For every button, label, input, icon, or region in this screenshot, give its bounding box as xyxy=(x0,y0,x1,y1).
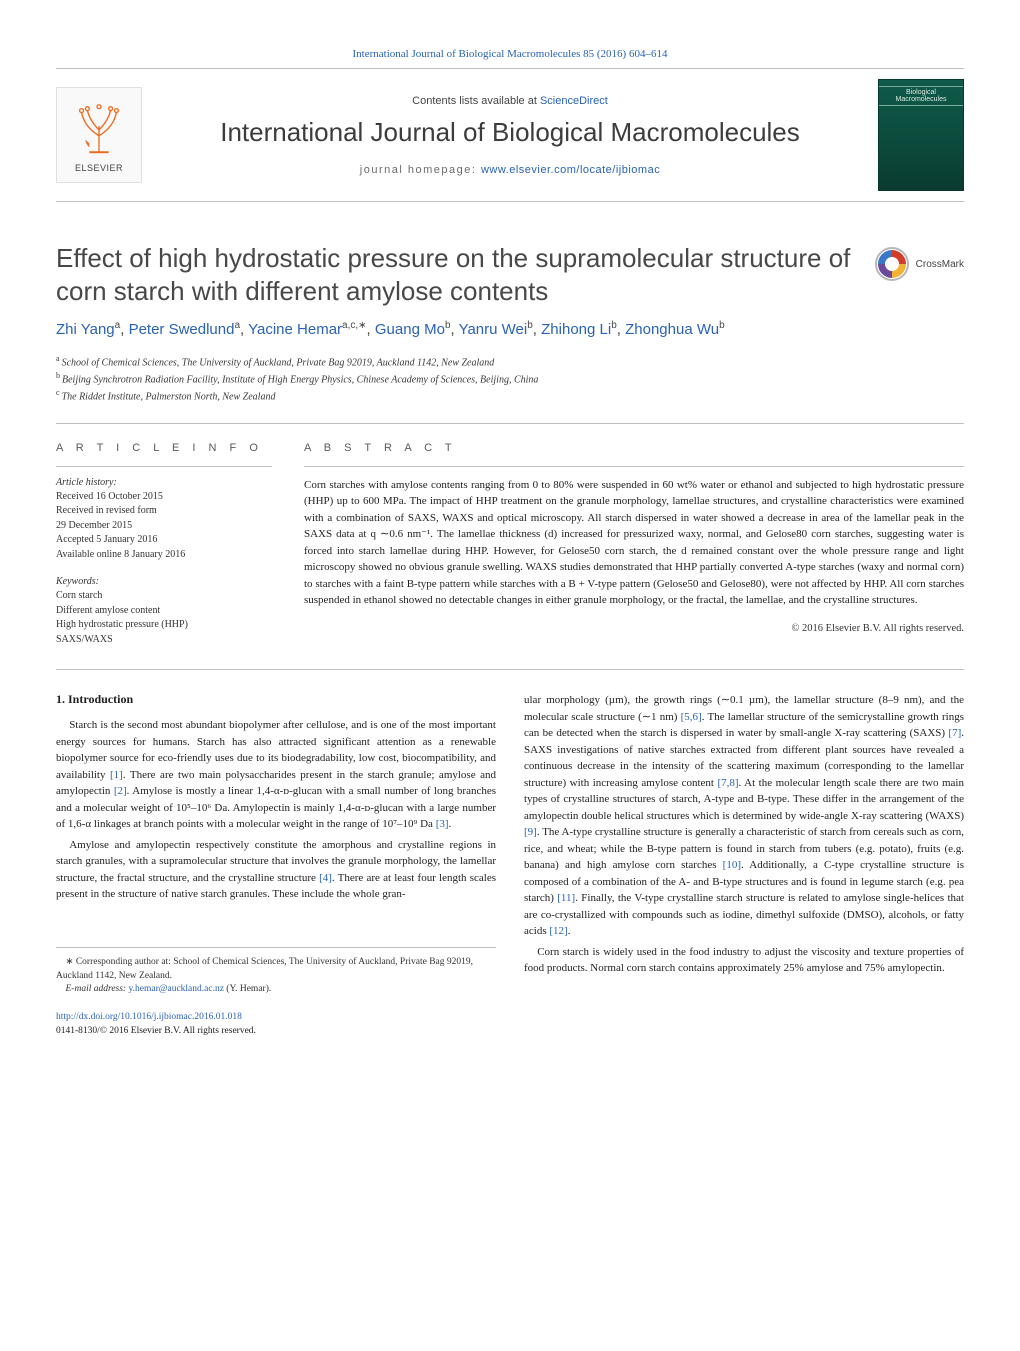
citation-link[interactable]: [4] xyxy=(319,872,332,884)
doi-copyright: 0141-8130/© 2016 Elsevier B.V. All right… xyxy=(56,1026,256,1036)
homepage-prefix: journal homepage: xyxy=(360,164,481,176)
masthead-center: Contents lists available at ScienceDirec… xyxy=(158,95,862,176)
author-affil-marker: a xyxy=(115,320,121,331)
author-link[interactable]: Guang Mo xyxy=(375,321,445,338)
author-affil-marker: a,c,∗ xyxy=(342,320,367,331)
para-c1p2: Amylose and amylopectin respectively con… xyxy=(56,837,496,903)
author-link[interactable]: Peter Swedlund xyxy=(129,321,235,338)
affil-marker: a xyxy=(56,354,62,363)
author-affil-marker: b xyxy=(445,320,451,331)
rule-bottom xyxy=(56,669,964,670)
sciencedirect-link[interactable]: ScienceDirect xyxy=(540,95,608,107)
doi-link[interactable]: http://dx.doi.org/10.1016/j.ijbiomac.201… xyxy=(56,1012,242,1022)
keyword-line: High hydrostatic pressure (HHP) xyxy=(56,618,272,633)
author-affil-marker: a xyxy=(234,320,240,331)
corresponding-footnote: ∗ Corresponding author at: School of Che… xyxy=(56,956,496,984)
author-list: Zhi Yanga, Peter Swedlunda, Yacine Hemar… xyxy=(56,319,964,341)
abstract-column: A B S T R A C T Corn starches with amylo… xyxy=(304,442,964,648)
author-link[interactable]: Zhonghua Wu xyxy=(625,321,719,338)
article-info-column: A R T I C L E I N F O Article history: R… xyxy=(56,442,272,648)
history-head: Article history: xyxy=(56,477,272,488)
affiliation-line: a School of Chemical Sciences, The Unive… xyxy=(56,353,964,370)
author-affil-marker: b xyxy=(611,320,617,331)
doi-block: http://dx.doi.org/10.1016/j.ijbiomac.201… xyxy=(56,1011,496,1039)
contents-line: Contents lists available at ScienceDirec… xyxy=(158,95,862,107)
contents-prefix: Contents lists available at xyxy=(412,95,540,107)
homepage-link[interactable]: www.elsevier.com/locate/ijbiomac xyxy=(481,164,660,176)
email-person: (Y. Hemar). xyxy=(226,984,271,994)
history-line: Available online 8 January 2016 xyxy=(56,548,272,563)
author-affil-marker: b xyxy=(719,320,725,331)
email-link[interactable]: y.hemar@auckland.ac.nz xyxy=(128,984,223,994)
abstract-text: Corn starches with amylose contents rang… xyxy=(304,477,964,609)
article-info-label: A R T I C L E I N F O xyxy=(56,442,272,454)
history-line: Received in revised form xyxy=(56,504,272,519)
author-affil-marker: b xyxy=(527,320,533,331)
homepage-line: journal homepage: www.elsevier.com/locat… xyxy=(158,164,862,176)
keyword-line: Different amylose content xyxy=(56,604,272,619)
author-link[interactable]: Zhihong Li xyxy=(541,321,611,338)
body-columns: 1. Introduction Starch is the second mos… xyxy=(56,692,964,1038)
author-link[interactable]: Zhi Yang xyxy=(56,321,115,338)
column-right: ular morphology (µm), the growth rings (… xyxy=(524,692,964,1038)
abstract-label: A B S T R A C T xyxy=(304,442,964,454)
para-c2p2: Corn starch is widely used in the food i… xyxy=(524,944,964,977)
citation-link[interactable]: [3] xyxy=(436,818,449,830)
top-citation-link[interactable]: International Journal of Biological Macr… xyxy=(353,48,668,60)
citation-link[interactable]: [7,8] xyxy=(717,777,738,789)
journal-name: International Journal of Biological Macr… xyxy=(158,117,862,148)
keywords-head: Keywords: xyxy=(56,576,272,587)
citation-link[interactable]: [11] xyxy=(557,892,575,904)
citation-link[interactable]: [12] xyxy=(549,925,567,937)
elsevier-tree-icon xyxy=(68,97,130,159)
corr-marker: ∗ xyxy=(66,957,76,967)
crossmark-icon xyxy=(874,246,910,282)
abstract-copyright: © 2016 Elsevier B.V. All rights reserved… xyxy=(304,623,964,634)
history-lines: Received 16 October 2015Received in revi… xyxy=(56,490,272,563)
email-label: E-mail address: xyxy=(66,984,127,994)
author-link[interactable]: Yacine Hemar xyxy=(248,321,342,338)
journal-cover-label: Biological Macromolecules xyxy=(879,86,963,106)
history-line: 29 December 2015 xyxy=(56,519,272,534)
meta-row: A R T I C L E I N F O Article history: R… xyxy=(56,424,964,670)
citation-link[interactable]: [1] xyxy=(110,769,123,781)
crossmark-badge[interactable]: CrossMark xyxy=(874,246,964,282)
para-c2p1: ular morphology (µm), the growth rings (… xyxy=(524,692,964,940)
affiliation-line: b Beijing Synchrotron Radiation Facility… xyxy=(56,370,964,387)
citation-link[interactable]: [7] xyxy=(948,727,961,739)
footnote-block: ∗ Corresponding author at: School of Che… xyxy=(56,947,496,997)
affil-marker: c xyxy=(56,388,62,397)
journal-cover-thumb: Biological Macromolecules xyxy=(878,79,964,191)
author-link[interactable]: Yanru Wei xyxy=(459,321,528,338)
citation-link[interactable]: [5,6] xyxy=(681,711,702,723)
para-c1p1: Starch is the second most abundant biopo… xyxy=(56,717,496,833)
keyword-line: Corn starch xyxy=(56,589,272,604)
affiliation-line: c The Riddet Institute, Palmerston North… xyxy=(56,387,964,404)
corr-text: Corresponding author at: School of Chemi… xyxy=(56,957,473,981)
keyword-line: SAXS/WAXS xyxy=(56,633,272,648)
page-root: International Journal of Biological Macr… xyxy=(0,0,1020,1095)
top-citation-line: International Journal of Biological Macr… xyxy=(56,48,964,60)
citation-link[interactable]: [9] xyxy=(524,826,537,838)
citation-link[interactable]: [2] xyxy=(114,785,127,797)
history-line: Accepted 5 January 2016 xyxy=(56,533,272,548)
keywords-lines: Corn starchDifferent amylose contentHigh… xyxy=(56,589,272,647)
publisher-logo-label: ELSEVIER xyxy=(75,163,123,173)
title-block: Effect of high hydrostatic pressure on t… xyxy=(56,242,964,307)
citation-link[interactable]: [10] xyxy=(723,859,741,871)
affil-marker: b xyxy=(56,371,62,380)
email-footnote: E-mail address: y.hemar@auckland.ac.nz (… xyxy=(56,983,496,997)
affiliations: a School of Chemical Sciences, The Unive… xyxy=(56,353,964,405)
crossmark-label: CrossMark xyxy=(916,259,964,270)
section-head-intro: 1. Introduction xyxy=(56,692,496,707)
history-line: Received 16 October 2015 xyxy=(56,490,272,505)
article-title: Effect of high hydrostatic pressure on t… xyxy=(56,242,858,307)
masthead: ELSEVIER Contents lists available at Sci… xyxy=(56,68,964,202)
column-left: 1. Introduction Starch is the second mos… xyxy=(56,692,496,1038)
publisher-logo: ELSEVIER xyxy=(56,87,142,183)
